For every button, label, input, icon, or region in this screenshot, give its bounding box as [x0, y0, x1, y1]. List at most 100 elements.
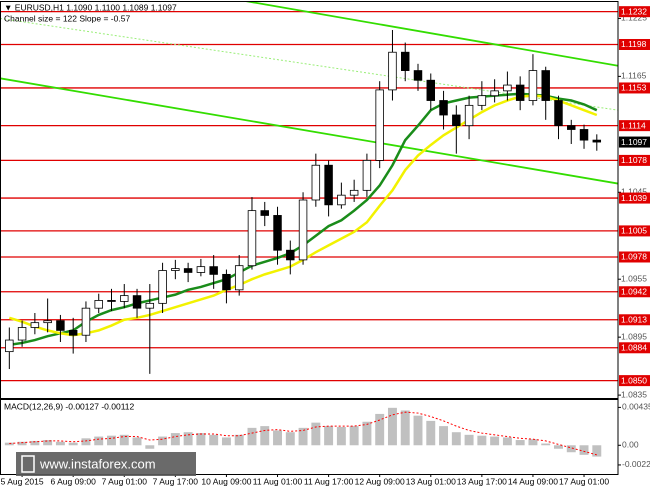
level-box: [619, 251, 650, 263]
x-tick-label: 11 Aug 01:00: [253, 476, 303, 486]
y-tick-label: 0.00435: [622, 402, 650, 412]
level-box: [619, 192, 650, 204]
candle-body: [337, 194, 346, 206]
level-label: 1.0884: [621, 343, 647, 353]
level-box: [619, 154, 650, 166]
candle-body: [554, 100, 563, 127]
level-label: 1.1078: [621, 155, 647, 165]
current-price-box: [619, 136, 650, 148]
chart-subtitle: Channel size = 122 Slope = -0.57: [4, 13, 130, 23]
macd-bar: [426, 420, 436, 446]
macd-bar: [451, 432, 461, 446]
macd-bar: [400, 410, 410, 446]
y-tick-label: 1.1045: [621, 187, 647, 197]
price-frame: [0, 1, 619, 399]
current-price-label: 1.1097: [621, 137, 647, 147]
watermark-text: www.instaforex.com: [39, 456, 156, 471]
x-tick-label: 17 Aug 01:00: [559, 476, 609, 486]
candle-body: [311, 164, 321, 201]
axes: 1.1225 1.1165 1.1045 1.0955 1.0895 1.0835 1.12…: [1, 6, 650, 486]
candle-body: [171, 268, 180, 271]
macd-bar: [260, 426, 270, 446]
candle-body: [196, 266, 206, 273]
macd-bar: [4, 442, 14, 446]
candle-body: [388, 51, 397, 91]
level-box: [619, 342, 650, 354]
macd-bar: [273, 430, 282, 446]
level-label: 1.0850: [621, 375, 647, 385]
macd-bar: [43, 440, 53, 446]
macd-bar: [298, 427, 308, 446]
macd-bar: [592, 445, 602, 457]
candle-body: [515, 84, 525, 101]
x-tick-label: 12 Aug 09:00: [355, 476, 405, 486]
candle-body: [375, 89, 384, 161]
candle-body: [413, 70, 423, 81]
candle-body: [490, 90, 499, 97]
level-box: [619, 38, 650, 50]
candle-body: [286, 249, 295, 261]
candle-body: [477, 95, 487, 106]
candle-body: [439, 100, 448, 116]
x-tick-label: 14 Aug 09:00: [508, 476, 558, 486]
level-label: 1.0913: [621, 315, 647, 325]
level-box: [619, 225, 650, 237]
candle-body: [528, 70, 538, 101]
level-label: 1.0942: [621, 287, 647, 297]
macd-bar: [528, 439, 538, 446]
candle-body: [158, 270, 167, 304]
macd-bar: [336, 426, 346, 446]
candle-body: [183, 268, 193, 273]
candle-body: [541, 70, 550, 101]
macd-bar: [196, 433, 206, 446]
macd-title: MACD(12,26,9) -0.00127 -0.00112: [4, 401, 135, 411]
macd-bar: [132, 437, 142, 446]
candle-body: [56, 320, 65, 331]
macd-bar: [464, 434, 474, 446]
macd-bar: [170, 433, 180, 446]
macd-bar: [234, 434, 244, 446]
macd-bar: [247, 427, 257, 446]
level-box: [619, 286, 650, 298]
macd-bar: [579, 445, 589, 455]
x-tick-label: 7 Aug 17:00: [153, 476, 199, 486]
x-tick-label: 5 Aug 2015: [1, 476, 44, 486]
y-tick-label: 0.00: [622, 440, 639, 450]
macd-bar: [502, 437, 512, 446]
macd-bar: [324, 426, 334, 446]
macd-bar: [209, 434, 219, 446]
trend-line: [245, 2, 618, 67]
candle-body: [567, 125, 576, 130]
macd-bar: [362, 421, 372, 446]
macd-signal: [9, 411, 597, 456]
level-label: 1.1039: [621, 193, 647, 203]
macd-bar: [158, 436, 168, 446]
macd-bar: [541, 443, 551, 446]
candle-body: [464, 104, 474, 127]
macd-bar: [119, 434, 129, 446]
macd-bar: [566, 445, 576, 453]
macd-bar: [107, 435, 116, 446]
y-tick-label: 1.1165: [621, 71, 647, 81]
y-tick-label: -0.00226: [622, 459, 650, 469]
candle-body: [107, 300, 116, 302]
candle-body: [94, 300, 103, 309]
price-plot: [0, 2, 618, 382]
y-tick-label: 1.0835: [621, 389, 647, 399]
candle-body: [349, 189, 359, 196]
candle-body: [222, 273, 231, 291]
x-tick-label: 10 Aug 09:00: [201, 476, 251, 486]
candle-body: [579, 129, 589, 141]
macd-bar: [375, 413, 385, 446]
candle-body: [68, 329, 78, 336]
x-tick-label: 13 Aug 17:00: [457, 476, 507, 486]
macd-bar: [183, 432, 193, 446]
level-box: [619, 314, 650, 326]
candle-body: [145, 302, 155, 309]
y-tick-label: 1.0955: [621, 273, 647, 283]
candle-body: [120, 295, 129, 302]
macd-bar: [554, 445, 563, 449]
candle-body: [132, 295, 142, 309]
